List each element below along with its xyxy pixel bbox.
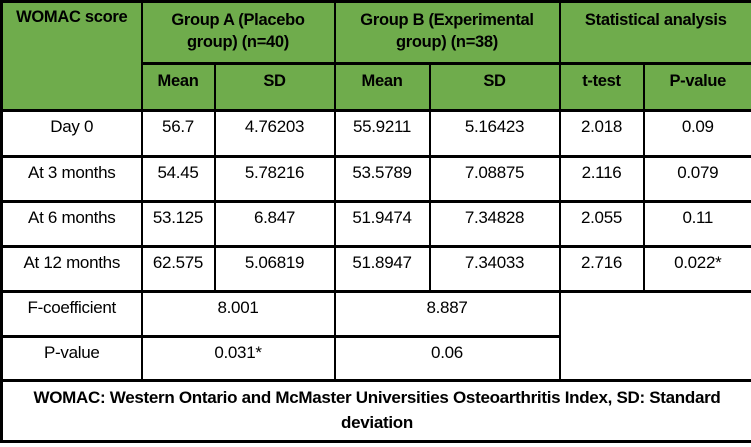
cell-group-a-mean: 53.125: [140, 199, 216, 249]
row-label: At 12 months: [0, 245, 143, 294]
cell-p-group-b: 0.06: [333, 334, 561, 382]
cell-group-b-mean: 51.9474: [333, 199, 431, 249]
row-label: Day 0: [0, 109, 143, 158]
cell-group-b-sd: 7.34828: [428, 199, 561, 249]
row-label: P-value: [0, 334, 143, 382]
cell-p-value: 0.022*: [642, 245, 751, 294]
cell-group-b-sd: 5.16423: [428, 109, 561, 158]
cell-p-value: 0.09: [642, 109, 751, 158]
subheader-group-b-sd: SD: [428, 62, 561, 113]
cell-group-b-sd: 7.34033: [428, 245, 561, 294]
cell-f-group-a: 8.001: [140, 290, 336, 338]
row-label: At 6 months: [0, 199, 143, 249]
table-row-12-months: At 12 months 62.575 5.06819 51.8947 7.34…: [0, 245, 751, 294]
table-row-day0: Day 0 56.7 4.76203 55.9211 5.16423 2.018…: [0, 109, 751, 158]
row-label: At 3 months: [0, 154, 143, 203]
cell-t-test: 2.018: [558, 109, 645, 158]
table-row-f-coefficient: F-coefficient 8.001 8.887: [0, 290, 751, 382]
cell-p-value: 0.11: [642, 199, 751, 249]
cell-t-test: 2.116: [558, 154, 645, 203]
cell-group-a-sd: 6.847: [213, 199, 336, 249]
cell-group-b-mean: 55.9211: [333, 109, 431, 158]
subheader-group-a-mean: Mean: [140, 62, 216, 113]
empty-statistical-cell: [558, 290, 751, 382]
cell-t-test: 2.055: [558, 199, 645, 249]
cell-group-a-sd: 4.76203: [213, 109, 336, 158]
subheader-t-test: t-test: [558, 62, 645, 113]
header-statistical-analysis: Statistical analysis: [558, 0, 751, 66]
table-row-p-value: P-value 0.031* 0.06: [0, 334, 751, 382]
cell-p-group-a: 0.031*: [140, 334, 336, 382]
header-row-groups: WOMAC score Group A (Placebo group) (n=4…: [0, 0, 751, 113]
table-row-6-months: At 6 months 53.125 6.847 51.9474 7.34828…: [0, 199, 751, 249]
header-row-sub: Mean SD Mean SD t-test P-value: [2, 62, 751, 113]
header-group-b: Group B (Experimental group) (n=38): [333, 0, 561, 66]
cell-group-b-mean: 53.5789: [333, 154, 431, 203]
cell-group-a-sd: 5.78216: [213, 154, 336, 203]
cell-p-value: 0.079: [642, 154, 751, 203]
table-row-3-months: At 3 months 54.45 5.78216 53.5789 7.0887…: [0, 154, 751, 203]
header-womac-score: WOMAC score: [0, 0, 143, 113]
header-group-a: Group A (Placebo group) (n=40): [140, 0, 336, 66]
cell-group-a-mean: 54.45: [140, 154, 216, 203]
footnote-row: WOMAC: Western Ontario and McMaster Univ…: [0, 378, 751, 444]
cell-group-a-mean: 62.575: [140, 245, 216, 294]
cell-group-a-sd: 5.06819: [213, 245, 336, 294]
cell-f-group-b: 8.887: [333, 290, 561, 338]
cell-group-b-sd: 7.08875: [428, 154, 561, 203]
table-footnote: WOMAC: Western Ontario and McMaster Univ…: [0, 378, 751, 444]
subheader-group-a-sd: SD: [213, 62, 336, 113]
subheader-p-value: P-value: [642, 62, 751, 113]
cell-t-test: 2.716: [558, 245, 645, 294]
row-label: F-coefficient: [0, 290, 143, 338]
cell-group-b-mean: 51.8947: [333, 245, 431, 294]
cell-group-a-mean: 56.7: [140, 109, 216, 158]
subheader-group-b-mean: Mean: [333, 62, 431, 113]
